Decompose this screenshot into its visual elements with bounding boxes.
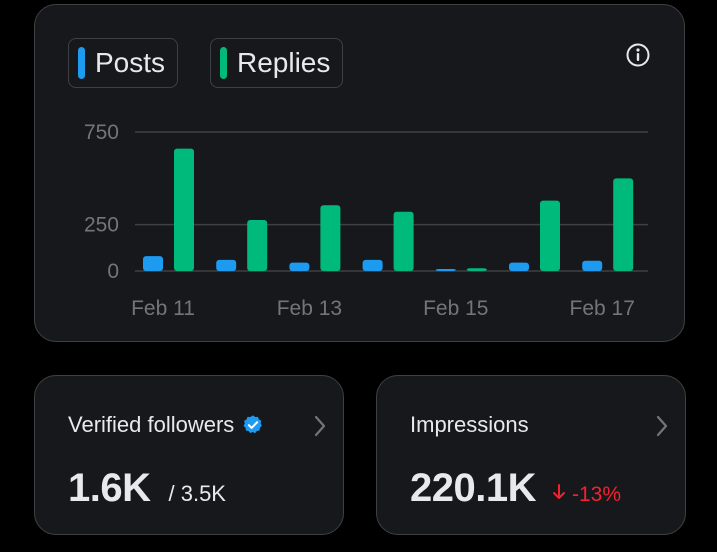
bar-posts-feb-15[interactable] bbox=[435, 269, 456, 271]
legend-replies-label: Replies bbox=[237, 47, 331, 78]
bar-replies-feb-11[interactable] bbox=[174, 148, 194, 271]
bar-posts-feb-17[interactable] bbox=[582, 260, 603, 271]
legend-posts-toggle[interactable]: Posts bbox=[68, 38, 178, 88]
info-icon[interactable] bbox=[625, 42, 651, 68]
bar-replies-feb-16[interactable] bbox=[540, 200, 560, 271]
impressions-title-row: Impressions bbox=[410, 412, 529, 438]
activity-chart-card: Posts Replies 750 250 0 Feb 11 Feb 13 Feb 15 F… bbox=[34, 4, 685, 342]
verified-followers-total: / 3.5K bbox=[168, 481, 226, 506]
chevron-right-icon[interactable] bbox=[655, 414, 669, 438]
verified-followers-title: Verified followers bbox=[68, 412, 235, 437]
verified-followers-value: 1.6K bbox=[68, 466, 151, 510]
arrow-down-icon bbox=[552, 484, 565, 499]
impressions-title: Impressions bbox=[410, 412, 529, 437]
bar-posts-feb-13[interactable] bbox=[289, 262, 310, 271]
x-tick-label: Feb 15 bbox=[423, 297, 488, 320]
chevron-right-icon[interactable] bbox=[313, 414, 327, 438]
bar-replies-feb-17[interactable] bbox=[613, 178, 634, 271]
bar-posts-feb-11[interactable] bbox=[143, 256, 163, 271]
x-tick-label: Feb 17 bbox=[570, 297, 635, 320]
impressions-change-value: -13% bbox=[571, 483, 622, 506]
bar-replies-feb-15[interactable] bbox=[466, 268, 487, 271]
x-tick-label: Feb 13 bbox=[277, 297, 342, 320]
y-tick-label: 0 bbox=[107, 260, 119, 283]
bar-posts-feb-16[interactable] bbox=[509, 262, 529, 271]
impressions-metric: 220.1K -13% bbox=[410, 466, 621, 511]
bar-replies-feb-12[interactable] bbox=[247, 220, 268, 271]
verified-followers-metric: 1.6K / 3.5K bbox=[68, 466, 226, 511]
y-tick-label: 750 bbox=[84, 121, 119, 144]
impressions-card[interactable]: Impressions 220.1K -13% bbox=[376, 375, 686, 535]
x-tick-label: Feb 11 bbox=[131, 297, 195, 320]
replies-swatch bbox=[220, 47, 227, 79]
impressions-change: -13% bbox=[552, 483, 621, 507]
impressions-value: 220.1K bbox=[410, 466, 536, 510]
bar-posts-feb-12[interactable] bbox=[216, 259, 237, 271]
bar-posts-feb-14[interactable] bbox=[362, 259, 383, 271]
legend-replies-toggle[interactable]: Replies bbox=[210, 38, 343, 88]
verified-followers-title-row: Verified followers bbox=[68, 412, 264, 438]
verified-badge-icon bbox=[243, 415, 263, 434]
legend-posts-label: Posts bbox=[95, 47, 166, 78]
bar-replies-feb-14[interactable] bbox=[393, 211, 414, 271]
bar-replies-feb-13[interactable] bbox=[320, 205, 341, 271]
bar-chart: 750 250 0 Feb 11 Feb 13 Feb 15 Feb 17 bbox=[84, 121, 648, 320]
verified-followers-card[interactable]: Verified followers 1.6K / 3.5K bbox=[34, 375, 344, 535]
y-tick-label: 250 bbox=[84, 214, 119, 237]
posts-swatch bbox=[78, 47, 85, 79]
